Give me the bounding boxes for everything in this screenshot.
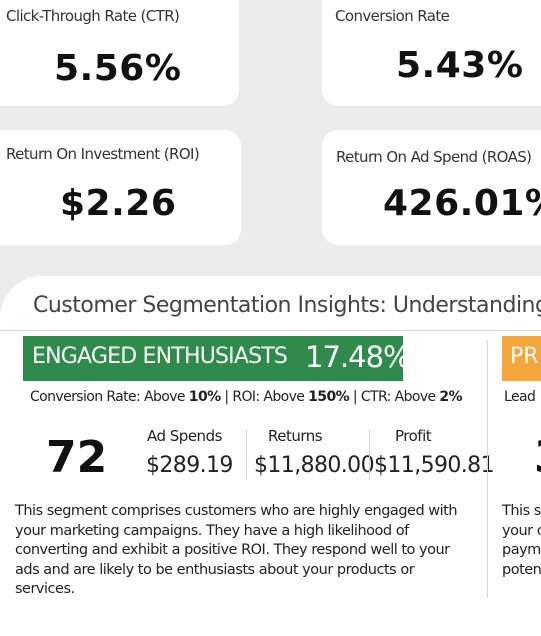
kpi-card-roi (0, 130, 241, 245)
conversion-value: 5.43% (396, 45, 524, 86)
criteria-ctr-label: | CTR: Above (349, 389, 440, 405)
roi-value: $2.26 (60, 183, 177, 224)
ctr-value: 5.56% (54, 48, 182, 89)
conversion-label: Conversion Rate (335, 7, 450, 25)
segment-header-engaged-enthusiasts: ENGAGED ENTHUSIASTS 17.48% (23, 336, 411, 381)
segment-header-partial: PR (502, 336, 541, 381)
segment-divider (487, 340, 488, 598)
description-line: your c (502, 522, 541, 539)
kpi-card-conversion (322, 0, 541, 106)
returns-value: $11,880.00 (254, 453, 375, 478)
stat-divider (246, 430, 247, 480)
segment-criteria: Lead (504, 389, 536, 405)
criteria-roi-value: 150% (308, 389, 350, 405)
segment-name: ENGAGED ENTHUSIASTS (32, 344, 288, 369)
segment-customer-count: 3 (534, 432, 541, 483)
description-line: This s (502, 503, 541, 519)
returns-label: Returns (268, 427, 323, 445)
profit-value: $11,590.81 (374, 453, 495, 478)
roas-label: Return On Ad Spend (ROAS) (336, 148, 532, 166)
ad-spends-label: Ad Spends (147, 427, 222, 445)
ad-spends-value: $289.19 (146, 453, 233, 478)
description-line: payme (502, 542, 541, 558)
segment-description: This s your c payme poten (502, 502, 541, 580)
criteria-conversion-label: Conversion Rate: Above (30, 389, 189, 405)
section-divider (0, 330, 541, 331)
segment-rate: 17.48% (305, 340, 411, 374)
criteria-roi-label: | ROI: Above (220, 389, 309, 405)
criteria-conversion-value: 10% (188, 389, 221, 405)
segment-criteria: Conversion Rate: Above 10% | ROI: Above … (30, 389, 463, 405)
segment-name: PR (510, 344, 539, 369)
description-line: poten (502, 561, 541, 578)
profit-label: Profit (395, 427, 432, 445)
ctr-label: Click-Through Rate (CTR) (6, 7, 180, 25)
stat-divider (369, 430, 370, 480)
kpi-card-ctr (0, 0, 239, 106)
segment-description: This segment comprises customers who are… (15, 503, 458, 597)
kpi-card-roas (322, 130, 541, 245)
roas-value: 426.01% (383, 183, 541, 224)
section-title: Customer Segmentation Insights: Understa… (33, 293, 541, 318)
roi-label: Return On Investment (ROI) (6, 145, 200, 163)
segment-customer-count: 72 (46, 432, 108, 483)
criteria-ctr-value: 2% (439, 389, 462, 405)
